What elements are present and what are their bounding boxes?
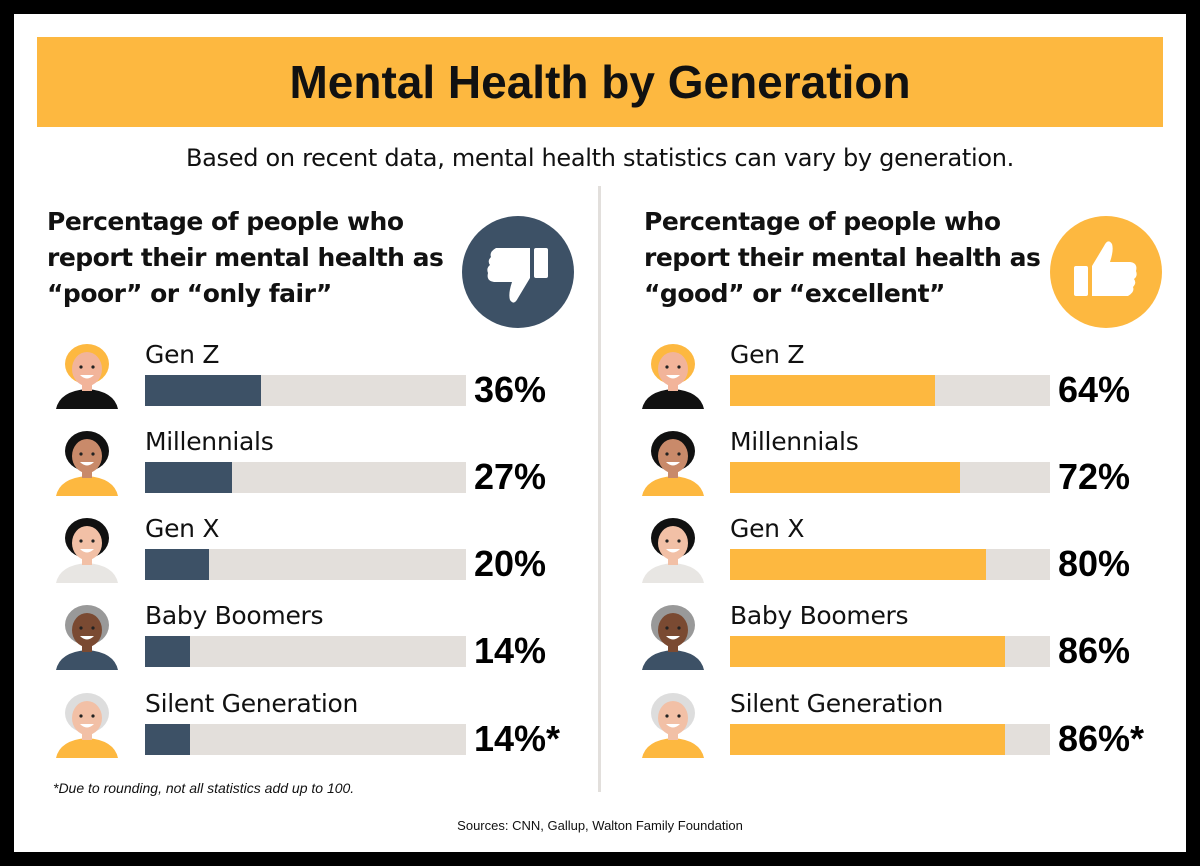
bar-track xyxy=(730,375,1050,406)
bar xyxy=(730,724,1006,755)
title-banner: Mental Health by Generation xyxy=(37,37,1163,127)
bar-track xyxy=(145,636,466,667)
subtitle: Based on recent data, mental health stat… xyxy=(185,144,1014,172)
divider xyxy=(598,186,601,792)
category-label: Gen X xyxy=(730,514,805,543)
category-label: Baby Boomers xyxy=(730,601,909,630)
avatar-icon xyxy=(638,513,708,583)
data-label: 72% xyxy=(1058,456,1131,497)
bar-track xyxy=(730,636,1050,667)
data-label: 27% xyxy=(474,456,547,497)
bar xyxy=(145,375,261,406)
left-panel-heading: Percentage of people who report their me… xyxy=(47,207,444,308)
bar-track xyxy=(145,375,466,406)
bar-track xyxy=(145,549,466,580)
thumbs-down-icon xyxy=(462,216,574,328)
data-label: 20% xyxy=(474,543,547,584)
bar-track xyxy=(145,462,466,493)
avatar-icon xyxy=(638,688,708,758)
avatar-icon xyxy=(52,600,122,670)
category-label: Gen Z xyxy=(145,340,220,369)
bar xyxy=(730,636,1006,667)
avatar-icon xyxy=(52,339,122,409)
thumbs-up-icon xyxy=(1050,216,1162,328)
category-label: Millennials xyxy=(730,427,859,456)
bar xyxy=(730,375,935,406)
avatar-icon xyxy=(638,339,708,409)
right-panel-heading: Percentage of people who report their me… xyxy=(644,207,1041,308)
footnote: *Due to rounding, not all statistics add… xyxy=(53,780,355,796)
bar xyxy=(730,549,986,580)
bar-track xyxy=(730,549,1050,580)
data-label: 14%* xyxy=(474,718,561,759)
category-label: Silent Generation xyxy=(145,689,359,718)
page-title: Mental Health by Generation xyxy=(289,56,911,108)
data-label: 86%* xyxy=(1058,718,1145,759)
data-label: 86% xyxy=(1058,630,1131,671)
category-label: Gen Z xyxy=(730,340,805,369)
data-label: 36% xyxy=(474,369,547,410)
category-label: Baby Boomers xyxy=(145,601,324,630)
category-label: Silent Generation xyxy=(730,689,944,718)
bar xyxy=(145,462,232,493)
category-label: Millennials xyxy=(145,427,274,456)
avatar-icon xyxy=(52,426,122,496)
bar-track xyxy=(730,724,1050,755)
data-label: 14% xyxy=(474,630,547,671)
bar xyxy=(145,549,210,580)
data-label: 80% xyxy=(1058,543,1131,584)
avatar-icon xyxy=(52,688,122,758)
avatar-icon xyxy=(638,600,708,670)
bar xyxy=(145,636,190,667)
infographic: Mental Health by Generation Based on rec… xyxy=(14,14,1186,852)
avatar-icon xyxy=(52,513,122,583)
bar-track xyxy=(730,462,1050,493)
sources: Sources: CNN, Gallup, Walton Family Foun… xyxy=(457,818,743,833)
bar xyxy=(730,462,961,493)
bar xyxy=(145,724,190,755)
avatar-icon xyxy=(638,426,708,496)
category-label: Gen X xyxy=(145,514,220,543)
bar-track xyxy=(145,724,466,755)
data-label: 64% xyxy=(1058,369,1131,410)
